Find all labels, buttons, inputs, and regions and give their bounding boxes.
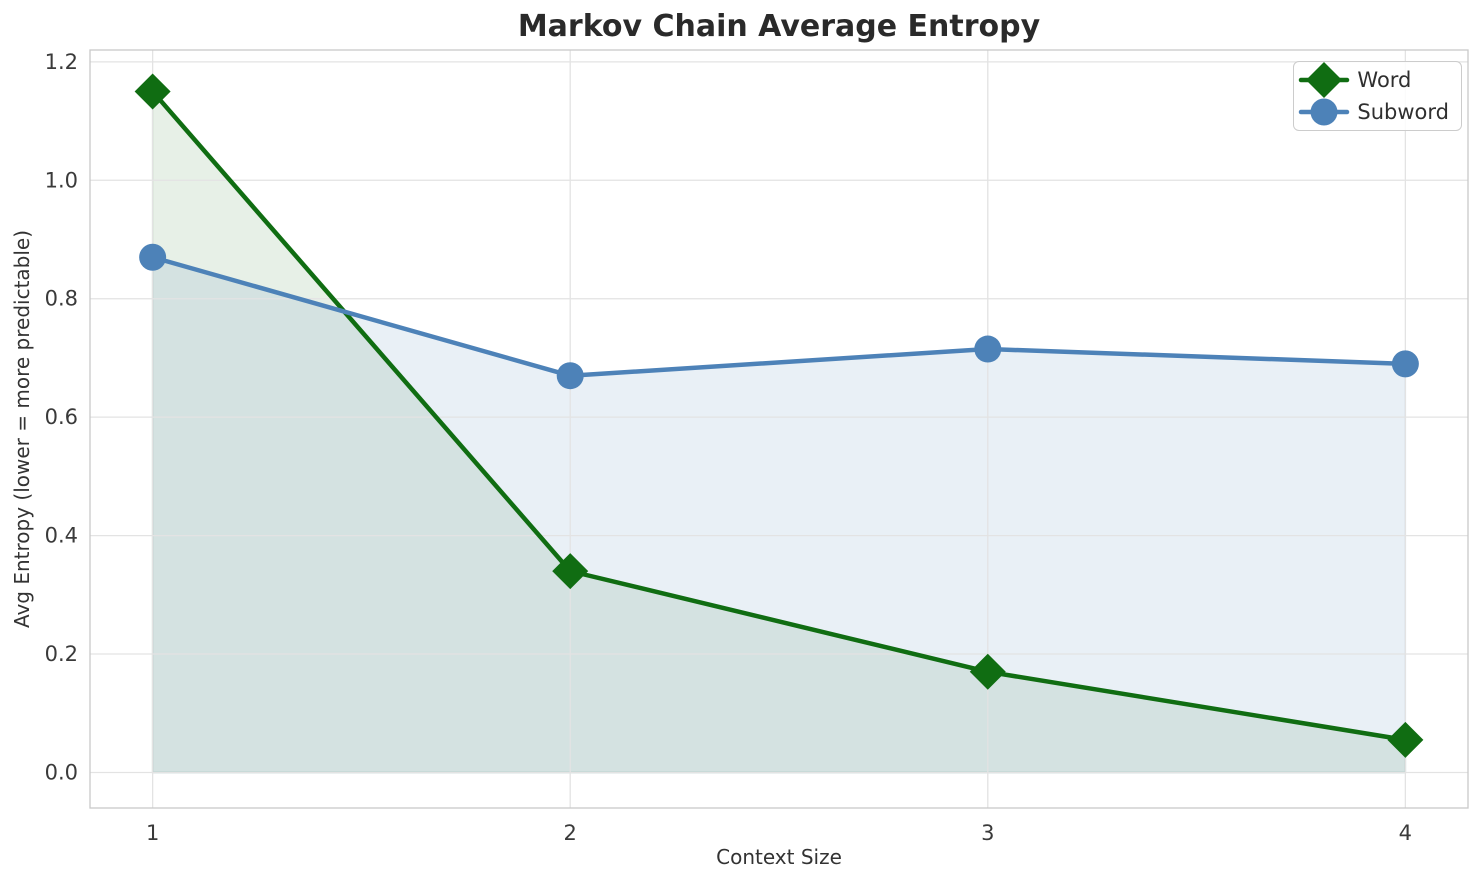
y-tick-label: 0.8 — [45, 287, 78, 311]
subword-line-circle-marker-icon — [1299, 98, 1350, 126]
word-line — [150, 89, 1408, 743]
word-line-diamond-marker-icon — [1299, 62, 1350, 98]
x-tick-label: 4 — [1399, 821, 1412, 845]
y-axis-label: Avg Entropy (lower = more predictable) — [10, 229, 34, 629]
legend-item-subword: Subword — [1299, 96, 1449, 128]
legend: Word Subword — [1293, 61, 1462, 131]
y-tick-label: 0.2 — [45, 642, 78, 666]
legend-swatch-marker — [1310, 98, 1338, 126]
y-tick-label: 0.4 — [45, 524, 78, 548]
subword-marker — [1391, 350, 1419, 378]
word-marker — [134, 73, 171, 110]
subword-marker — [556, 362, 584, 390]
y-tick-label: 0.6 — [45, 405, 78, 429]
subword-line — [150, 255, 1408, 378]
legend-swatch-marker — [1306, 62, 1343, 98]
subword-area-fill — [151, 256, 1407, 774]
plot-border — [89, 49, 1469, 809]
legend-item-word: Word — [1299, 62, 1449, 98]
y-tick-label: 1.0 — [45, 168, 78, 192]
word-marker — [969, 653, 1006, 690]
x-axis-label: Context Size — [716, 845, 842, 869]
y-tick-label: 0.0 — [45, 760, 78, 784]
x-tick-label: 1 — [146, 821, 159, 845]
subword-marker — [974, 335, 1002, 363]
word-marker — [1387, 721, 1424, 758]
word-marker — [552, 553, 589, 590]
x-tick-label: 2 — [564, 821, 577, 845]
chart-title: Markov Chain Average Entropy — [517, 9, 1041, 44]
legend-label-word: Word — [1357, 68, 1412, 92]
y-tick-label: 1.2 — [45, 50, 78, 74]
x-tick-label: 3 — [981, 821, 994, 845]
legend-label-subword: Subword — [1357, 100, 1449, 124]
subword-marker — [139, 243, 167, 271]
